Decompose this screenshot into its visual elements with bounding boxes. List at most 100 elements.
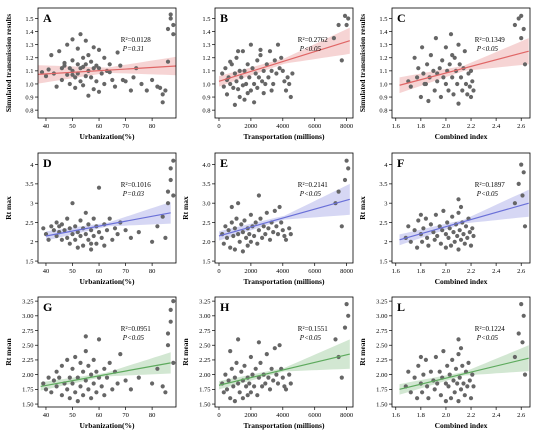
y-tick-label: 2.50: [199, 343, 210, 350]
x-tick-label: 2.4: [492, 123, 501, 130]
x-axis-label: Urbanization(%): [80, 277, 136, 286]
y-tick-label: 1.1: [202, 68, 210, 75]
data-point: [224, 235, 230, 240]
y-tick-label: 0.8: [202, 107, 210, 114]
data-point: [248, 354, 253, 360]
data-point: [165, 59, 171, 64]
data-point: [70, 201, 75, 206]
data-point: [89, 75, 94, 80]
data-point: [408, 390, 413, 395]
data-point: [456, 42, 461, 47]
data-point: [470, 226, 475, 231]
y-tick-label: 1.50: [199, 401, 210, 408]
data-point: [155, 366, 160, 371]
data-point: [96, 230, 102, 235]
data-point: [433, 212, 438, 217]
data-point: [229, 204, 234, 210]
data-point: [75, 399, 80, 404]
y-tick-label: 2.25: [199, 357, 210, 364]
data-point: [165, 189, 171, 194]
data-point: [70, 58, 75, 63]
data-point: [441, 208, 446, 213]
data-point: [102, 81, 107, 87]
y-tick-label: 1.50: [22, 401, 33, 408]
regression-line: [218, 353, 350, 386]
data-point: [258, 360, 263, 365]
data-point: [112, 84, 118, 89]
y-tick-label: 2.25: [22, 357, 33, 364]
p-value-label: P<0.05: [476, 190, 499, 198]
y-tick-label: 1.2: [25, 55, 33, 62]
y-tick-label: 1.0: [202, 81, 210, 88]
data-point: [83, 38, 88, 43]
data-point: [269, 366, 274, 371]
x-tick-label: 1.6: [392, 412, 401, 419]
data-point: [275, 232, 281, 237]
x-tick-label: 70: [122, 268, 129, 275]
data-point: [465, 384, 470, 389]
y-tick-label: 1.4: [25, 29, 34, 36]
data-point: [342, 13, 348, 18]
panel-e: 0 2000 4000 6000 8000 1.5 2.0 2.5 3.0 3.5 4.0 Trans…: [181, 152, 354, 286]
x-tick-label: 70: [122, 123, 129, 130]
data-point: [260, 235, 265, 240]
data-point: [232, 247, 237, 252]
data-point: [240, 396, 245, 401]
data-point: [99, 71, 104, 76]
data-point: [253, 366, 258, 371]
data-point: [272, 346, 277, 351]
y-axis-label: Rt mean: [181, 338, 190, 366]
data-point: [70, 72, 75, 77]
data-point: [460, 88, 465, 93]
panel-letter: L: [397, 300, 405, 314]
data-point: [425, 235, 430, 240]
data-point: [339, 224, 344, 229]
y-tick-label: 0.9: [202, 94, 210, 101]
y-tick-label: 4: [384, 162, 388, 169]
data-point: [67, 226, 72, 231]
data-point: [336, 189, 341, 194]
data-point: [339, 58, 344, 63]
y-tick-label: 1.1: [379, 68, 387, 75]
data-point: [415, 75, 420, 80]
data-point: [264, 352, 269, 357]
data-point: [168, 12, 173, 17]
data-point: [271, 378, 276, 383]
data-point: [237, 239, 242, 244]
data-point: [519, 302, 524, 307]
data-point: [78, 32, 83, 37]
data-point: [452, 239, 457, 244]
data-point: [158, 85, 163, 90]
data-point: [269, 68, 274, 73]
data-point: [67, 241, 72, 246]
x-tick-label: 40: [43, 268, 50, 275]
data-point: [221, 84, 226, 89]
data-point: [453, 366, 459, 371]
y-tick-label: 3.00: [22, 313, 33, 320]
data-point: [468, 396, 474, 401]
data-point: [115, 50, 120, 55]
y-tick-label: 2.25: [376, 357, 387, 364]
data-point: [274, 71, 279, 76]
data-point: [445, 220, 450, 225]
data-point: [245, 62, 250, 67]
data-point: [150, 239, 155, 244]
regression-line: [218, 40, 350, 82]
data-point: [264, 210, 269, 215]
data-point: [73, 237, 78, 242]
plot-frame: [391, 7, 531, 119]
data-point: [232, 399, 237, 404]
data-point: [78, 360, 83, 365]
data-point: [260, 79, 265, 84]
data-point: [440, 58, 445, 63]
panel-h: 0 2000 4000 6000 8000 1.50 1.75 2.00 2.25 2.50 2.7…: [181, 296, 354, 430]
data-point: [245, 91, 250, 96]
data-point: [416, 363, 421, 368]
data-point: [136, 375, 141, 380]
x-axis-label: Transportation (millions): [244, 421, 325, 430]
data-point: [231, 384, 236, 389]
data-point: [432, 387, 437, 392]
data-point: [267, 237, 273, 242]
data-point: [248, 390, 253, 395]
data-point: [465, 92, 470, 97]
